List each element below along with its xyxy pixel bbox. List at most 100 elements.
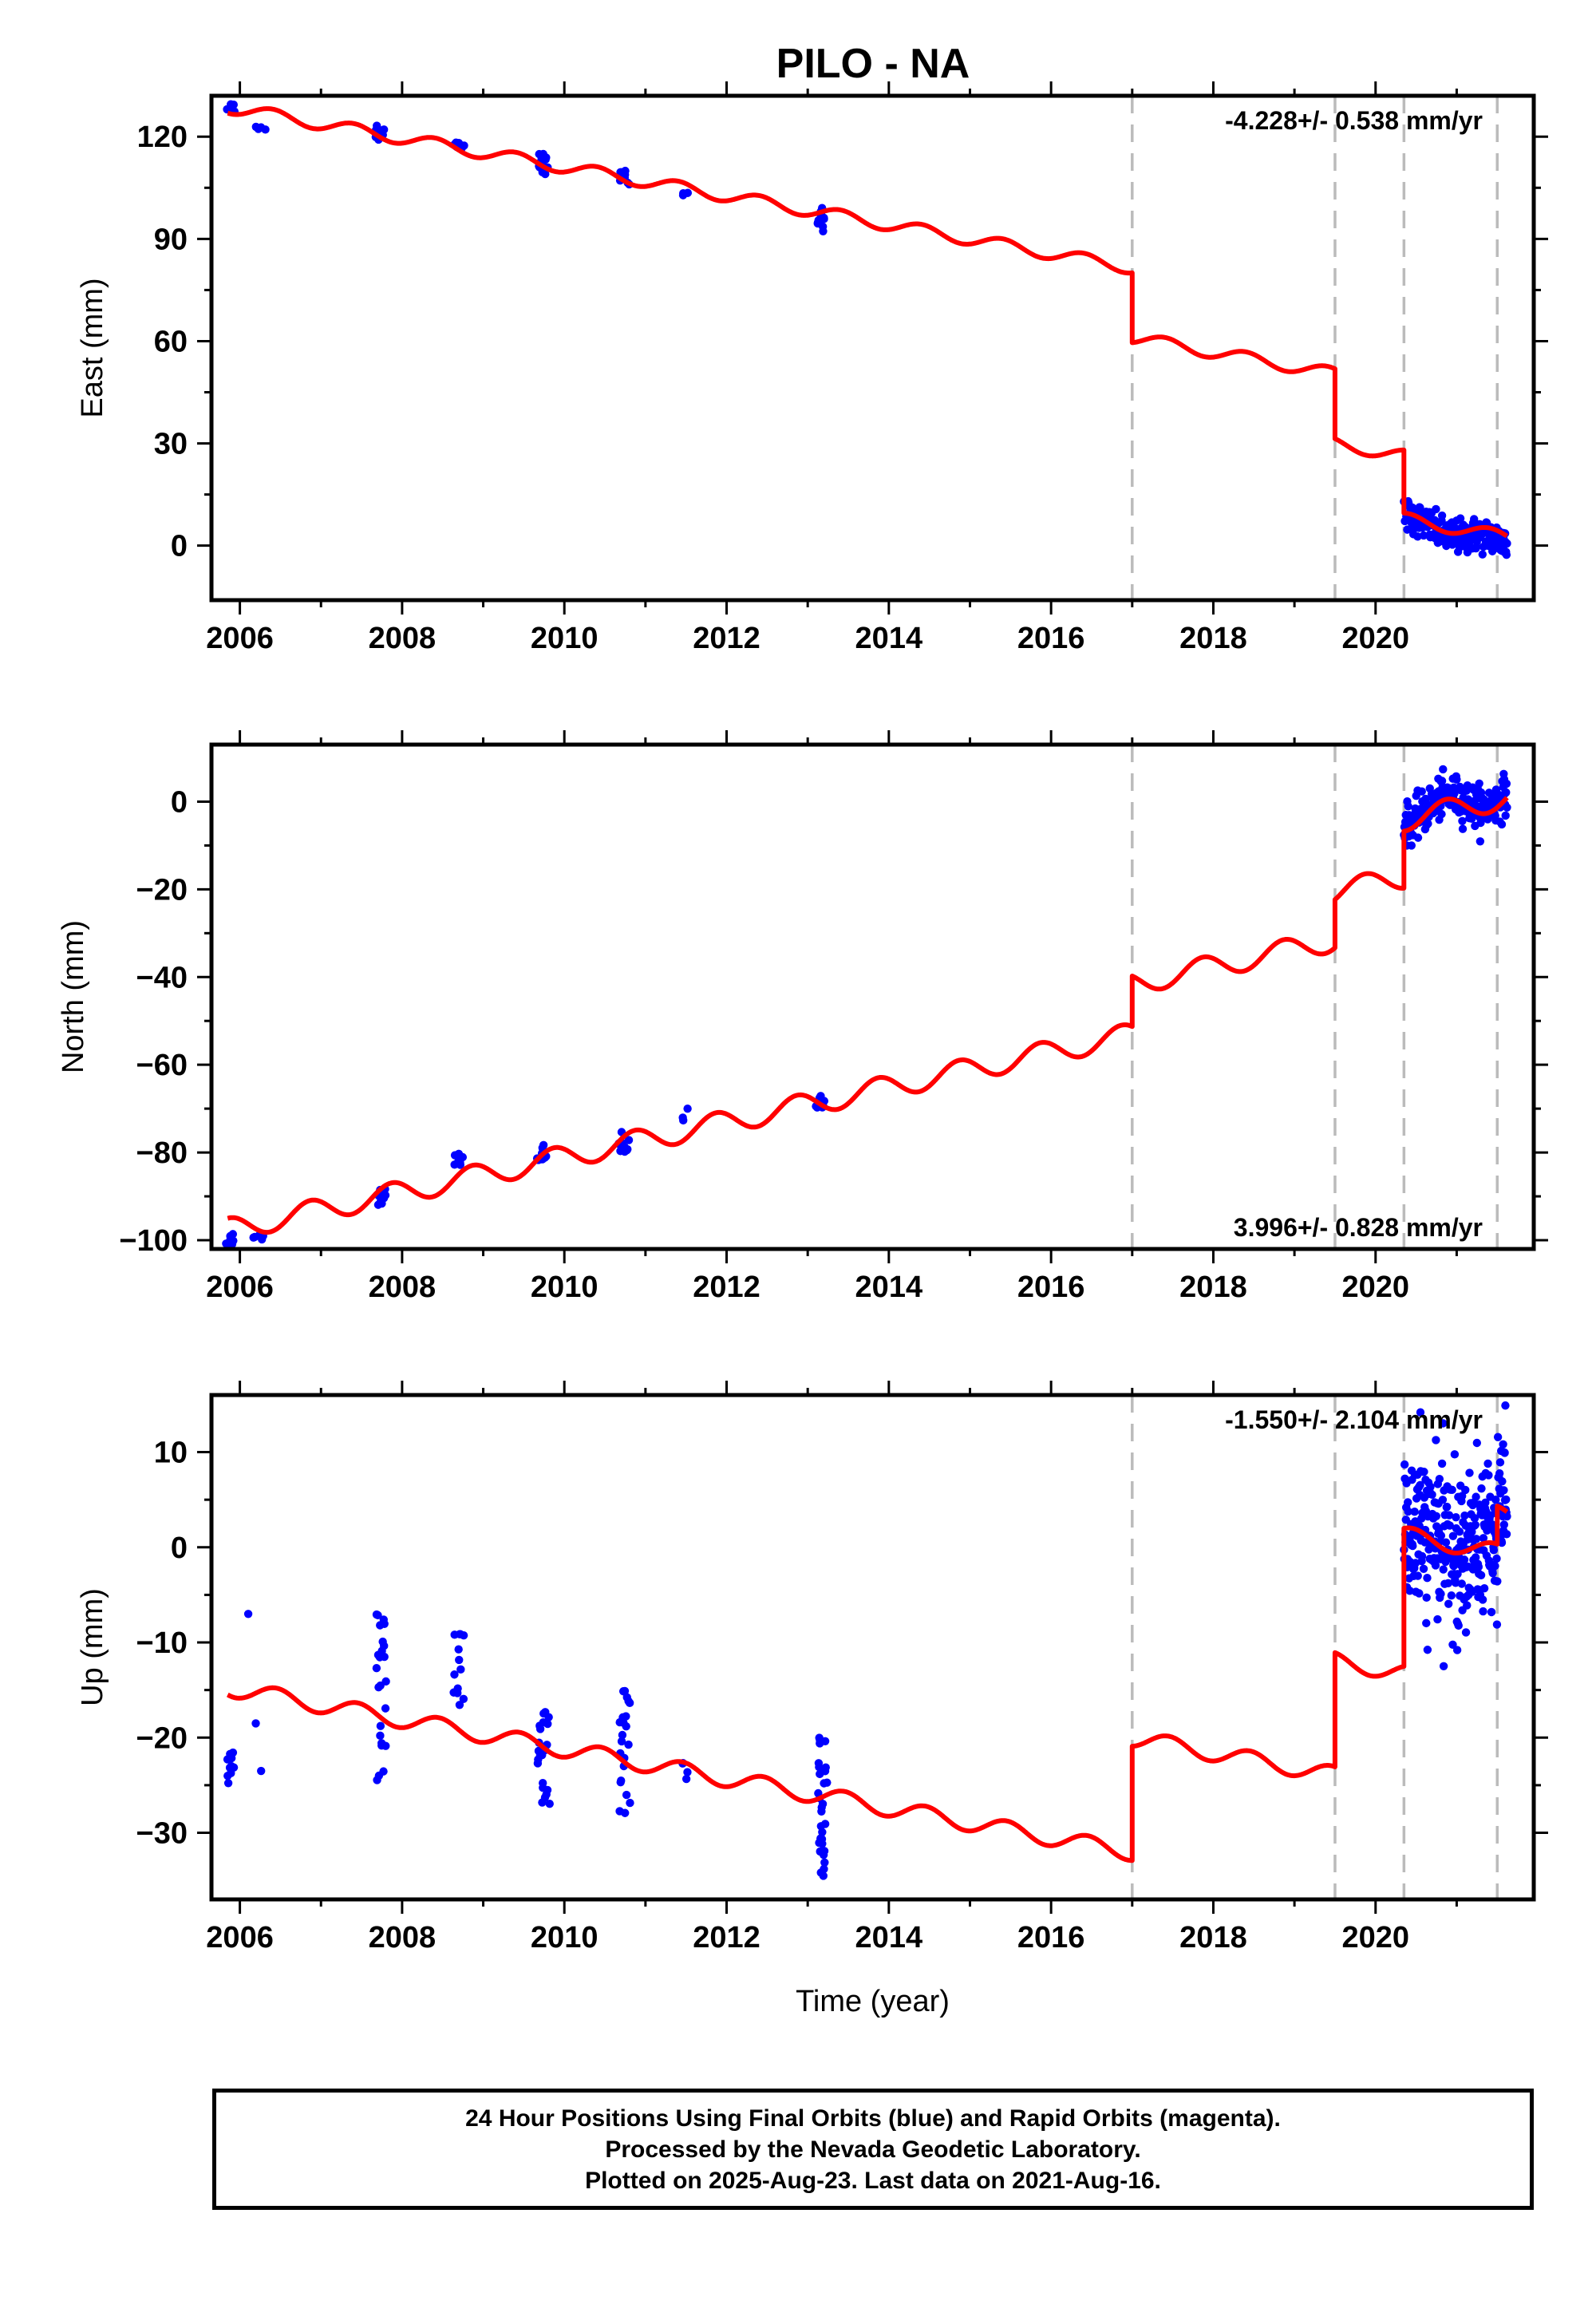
data-point [1497, 820, 1507, 829]
y-tick-label: 0 [171, 1531, 188, 1565]
data-point [1447, 1591, 1456, 1600]
data-point [1426, 1482, 1435, 1492]
data-point [1453, 1570, 1462, 1579]
y-tick-label: 0 [171, 785, 188, 819]
x-tick-label: 2018 [1179, 622, 1247, 655]
data-point [1471, 1553, 1480, 1562]
data-point [1432, 1436, 1440, 1445]
data-point [538, 1779, 547, 1788]
data-point [1456, 514, 1465, 523]
velocity-label: -4.228+/- 0.538 mm/yr [1225, 106, 1483, 135]
data-point [817, 1835, 827, 1844]
data-point [1492, 1620, 1502, 1629]
data-point [823, 1778, 832, 1787]
data-point [542, 153, 551, 162]
data-point [1472, 1438, 1482, 1448]
data-point [1410, 1508, 1419, 1516]
data-point [541, 169, 550, 179]
y-tick-label: 90 [154, 223, 188, 256]
data-point [1441, 1538, 1451, 1547]
data-point [1415, 1589, 1424, 1598]
data-point [1495, 1458, 1505, 1467]
data-point [1493, 1433, 1503, 1441]
data-point [1461, 1628, 1471, 1637]
x-tick-label: 2020 [1341, 1921, 1409, 1954]
data-point [1487, 1607, 1496, 1617]
data-point [1455, 1527, 1464, 1536]
data-point [1413, 833, 1423, 842]
data-point [545, 1800, 554, 1808]
y-tick-label: 120 [137, 121, 188, 154]
data-point [228, 1748, 238, 1757]
data-point [1428, 1490, 1436, 1500]
data-point [1404, 1507, 1412, 1516]
data-point [820, 213, 828, 223]
data-point [626, 1798, 634, 1808]
data-point [1500, 1448, 1509, 1457]
data-point [454, 1645, 463, 1654]
data-point [621, 1808, 630, 1817]
x-tick-label: 2008 [369, 622, 437, 655]
y-tick-label: −20 [136, 873, 188, 907]
y-axis-label: East (mm) [76, 278, 109, 417]
data-point [380, 1642, 389, 1650]
data-point [1457, 1579, 1466, 1588]
data-point [1474, 1563, 1483, 1571]
data-point [1452, 1646, 1462, 1654]
data-point [1435, 1474, 1444, 1484]
data-point [1502, 1530, 1511, 1539]
data-point [1471, 1520, 1479, 1529]
data-point [1458, 824, 1468, 833]
data-point [1439, 1565, 1448, 1574]
y-tick-label: −80 [136, 1136, 188, 1170]
data-point [622, 1721, 630, 1731]
data-point [1503, 539, 1511, 548]
data-point [1499, 1520, 1509, 1529]
data-point [1437, 511, 1447, 520]
data-point [1483, 1459, 1492, 1468]
data-point [1423, 1646, 1432, 1654]
x-tick-label: 2014 [855, 1921, 923, 1954]
data-point [1479, 1607, 1487, 1616]
plot-frame [209, 93, 1536, 603]
data-point [618, 1730, 627, 1740]
x-tick-label: 2016 [1017, 1921, 1085, 1954]
east-panel: 2006 2008 2010 2012 2014 2016 2018 2020 0 30 60 90 1… [76, 81, 1548, 655]
data-point [1408, 1541, 1417, 1551]
data-point [1458, 816, 1467, 825]
data-point [1488, 1568, 1497, 1578]
data-point [1424, 819, 1432, 828]
x-tick-label: 2014 [855, 1271, 923, 1304]
data-point [820, 1737, 830, 1745]
data-point [820, 1858, 829, 1867]
data-point [1444, 1599, 1453, 1608]
data-point [1437, 1459, 1447, 1468]
velocity-label: 3.996+/- 0.828 mm/yr [1234, 1213, 1483, 1242]
x-tick-label: 2018 [1179, 1921, 1247, 1954]
data-point [1442, 1502, 1452, 1512]
data-point [1461, 1485, 1470, 1495]
y-tick-label: −10 [136, 1626, 188, 1660]
data-point [1495, 1468, 1504, 1478]
data-point [624, 1697, 633, 1705]
y-tick-label: −20 [136, 1721, 188, 1755]
data-point [533, 1759, 543, 1768]
data-point [1417, 1551, 1427, 1561]
x-tick-label: 2010 [531, 1921, 598, 1954]
data-point [1450, 1450, 1460, 1459]
data-point [1400, 1460, 1409, 1469]
data-point [544, 1713, 553, 1721]
data-point [379, 125, 389, 134]
data-point [243, 1610, 253, 1618]
data-point [1451, 524, 1460, 532]
data-point [229, 1763, 239, 1772]
data-point [1452, 775, 1461, 784]
north-panel: 2006 2008 2010 2012 2014 2016 2018 2020 −100 −80 −… [57, 730, 1548, 1304]
data-point [1449, 783, 1459, 792]
data-point [376, 1721, 385, 1730]
data-point [1501, 1401, 1510, 1410]
data-point [1413, 1571, 1422, 1580]
data-point [1491, 1561, 1499, 1571]
data-point [820, 1820, 830, 1828]
data-point [1457, 1492, 1467, 1500]
